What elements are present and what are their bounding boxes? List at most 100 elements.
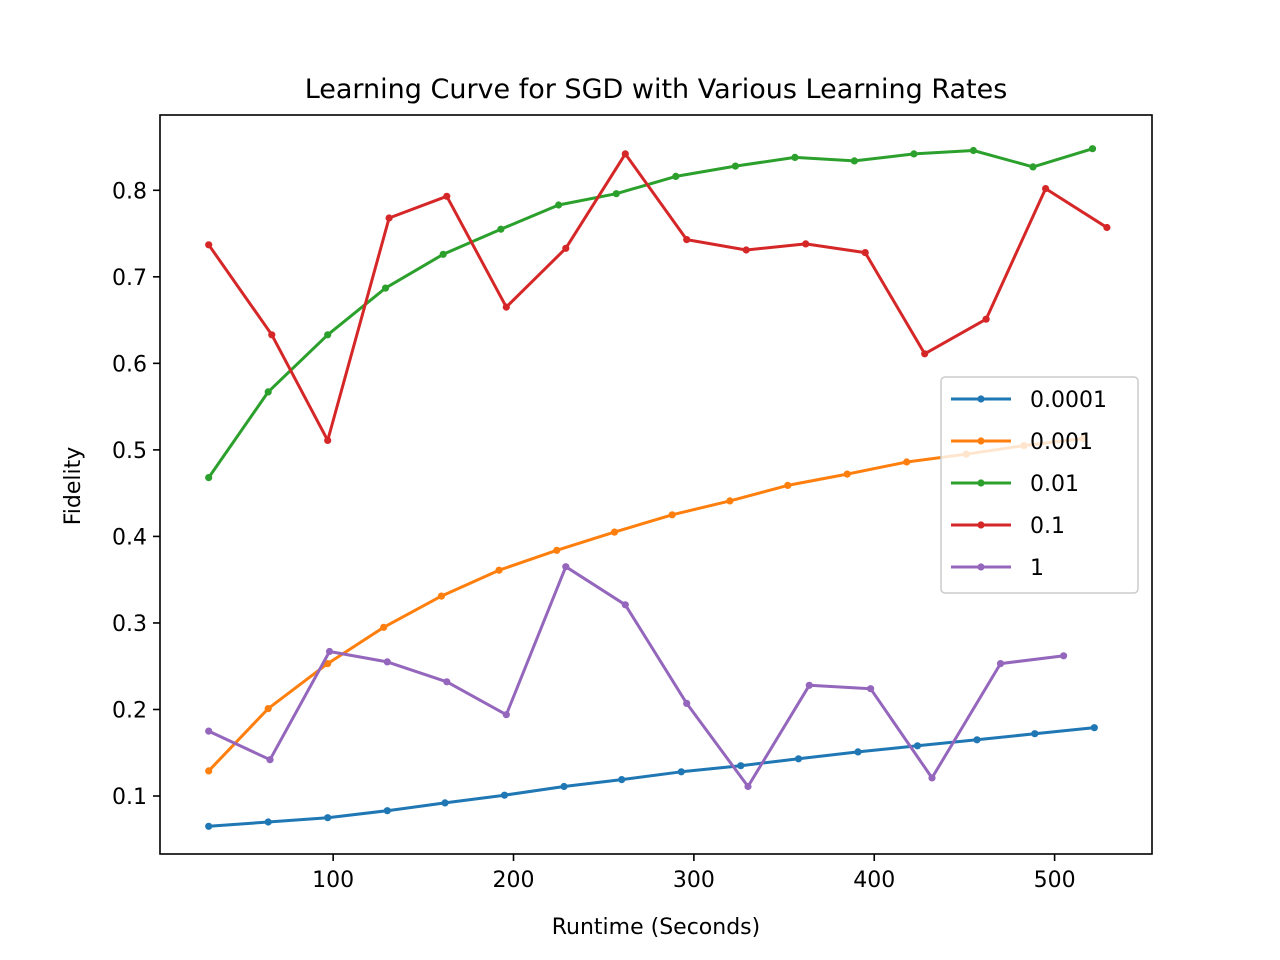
legend: 0.0001 0.001 0.01 0.1 1 [940,376,1139,594]
legend-swatch-marker [977,521,985,529]
data-point [1088,145,1097,153]
data-point [668,511,676,519]
data-point [1103,223,1111,232]
data-point [969,146,978,155]
series-line-3 [206,152,1109,442]
data-point [1029,163,1037,171]
legend-entry: 0.0001 [951,388,1107,413]
data-point [996,660,1005,668]
data-point [683,236,691,244]
x-tick-label: 500 [1034,868,1076,893]
legend-label: 0.1 [1030,514,1065,539]
data-point [380,623,388,631]
legend-entry: 0.01 [951,472,1079,497]
legend-entry: 0.001 [951,430,1093,455]
y-axis-label: Fidelity [61,447,86,526]
x-tick-label: 400 [853,868,895,893]
data-point [324,436,332,444]
data-point [726,497,734,505]
data-point [973,736,981,744]
data-point [439,250,447,258]
data-point [205,822,213,830]
series-0 [205,724,1098,830]
data-point [562,244,570,252]
data-point [784,481,792,489]
data-point [441,799,449,807]
data-point [910,150,918,158]
legend-entry: 0.1 [951,514,1065,539]
data-point [621,601,629,609]
data-point [683,699,691,708]
data-point [982,315,990,323]
data-point [1042,185,1050,193]
data-point [903,458,911,466]
data-point [802,240,810,248]
data-point [437,592,445,600]
data-point [553,546,561,554]
data-point [737,762,745,770]
legend-label: 0.0001 [1030,388,1107,413]
legend-label: 0.01 [1030,472,1079,497]
data-point [266,756,274,764]
series-4 [205,563,1068,791]
y-tick-label: 0.7 [112,266,147,291]
data-point [805,681,813,689]
data-point [383,807,391,815]
data-point [928,774,936,782]
data-point [850,157,859,165]
data-point [612,190,620,198]
legend-swatch-marker [977,437,985,445]
data-point [497,225,505,233]
data-point [744,782,752,791]
data-point [867,685,875,693]
legend-entry: 1 [951,556,1044,581]
data-point [385,214,393,222]
data-point [794,755,803,763]
data-point [560,782,568,791]
data-point [500,791,509,799]
legend-label: 1 [1030,556,1044,581]
data-point [562,563,570,571]
plot-area [205,145,1111,830]
x-tick-label: 100 [312,868,354,893]
data-point [502,711,510,719]
y-tick-label: 0.3 [112,612,147,637]
data-point [791,153,799,161]
y-tick-label: 0.2 [112,698,147,723]
legend-label: 0.001 [1030,430,1093,455]
data-point [324,660,332,668]
axes-frame [159,114,1153,855]
series-line-1 [206,436,1086,774]
data-point [610,528,619,536]
data-point [672,172,680,180]
data-point [1090,724,1098,732]
data-point [268,331,276,339]
y-tick-label: 0.4 [112,525,147,550]
data-point [264,818,272,826]
chart-title: Learning Curve for SGD with Various Lear… [305,74,1008,105]
data-point [1060,652,1068,660]
data-point [621,150,629,158]
data-point [1031,730,1039,738]
data-point [502,303,510,311]
data-point [555,201,563,209]
data-point [742,246,750,254]
data-point [921,350,929,358]
legend-box [940,376,1139,594]
x-tick-label: 200 [493,868,535,893]
series-line-0 [207,726,1096,828]
data-point [854,748,862,756]
data-point [495,566,503,574]
data-point [731,162,740,170]
data-point [324,331,332,339]
data-point [205,767,213,775]
data-point [205,474,213,482]
series-3 [205,150,1111,444]
y-tick-label: 0.8 [112,179,147,204]
data-point [861,249,869,257]
data-point [443,678,451,686]
series-1 [205,435,1088,775]
data-point [205,727,213,735]
y-tick-label: 0.5 [112,439,147,464]
data-point [325,647,334,656]
